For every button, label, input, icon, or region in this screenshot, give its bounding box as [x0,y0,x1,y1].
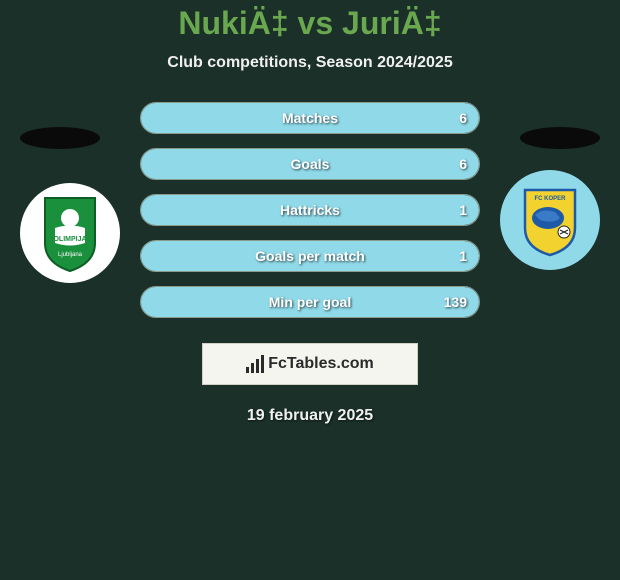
stat-value-right: 1 [459,202,467,218]
club-logo-left: OLIMPIJA Ljubljana [20,183,120,283]
stat-label: Matches [282,110,338,126]
bar-chart-icon [246,355,264,373]
stat-value-right: 6 [459,156,467,172]
stat-row-min-per-goal: Min per goal 139 [140,286,480,318]
stat-row-matches: Matches 6 [140,102,480,134]
stat-value-right: 139 [444,294,467,310]
svg-text:Ljubljana: Ljubljana [58,252,83,258]
svg-text:FC KOPER: FC KOPER [534,196,566,202]
stat-row-hattricks: Hattricks 1 [140,194,480,226]
player-head-shadow-left [20,127,100,149]
stat-value-right: 1 [459,248,467,264]
watermark-text: FcTables.com [268,355,374,373]
stats-list: Matches 6 Goals 6 Hattricks 1 Goals per … [140,102,480,318]
player-head-shadow-right [520,127,600,149]
koper-shield-icon: FC KOPER [510,180,590,260]
comparison-subtitle: Club competitions, Season 2024/2025 [20,54,600,72]
olimpija-shield-icon: OLIMPIJA Ljubljana [35,193,105,273]
svg-text:OLIMPIJA: OLIMPIJA [53,236,86,243]
stat-row-goals: Goals 6 [140,148,480,180]
comparison-date: 19 february 2025 [20,407,600,425]
stat-row-goals-per-match: Goals per match 1 [140,240,480,272]
stat-label: Goals per match [255,248,365,264]
club-logo-right: FC KOPER [500,170,600,270]
stat-label: Goals [291,156,330,172]
watermark-badge[interactable]: FcTables.com [202,343,418,385]
comparison-title: NukiÄ‡ vs JuriÄ‡ [20,5,600,42]
stat-label: Min per goal [269,294,351,310]
stat-value-right: 6 [459,110,467,126]
stat-label: Hattricks [280,202,340,218]
